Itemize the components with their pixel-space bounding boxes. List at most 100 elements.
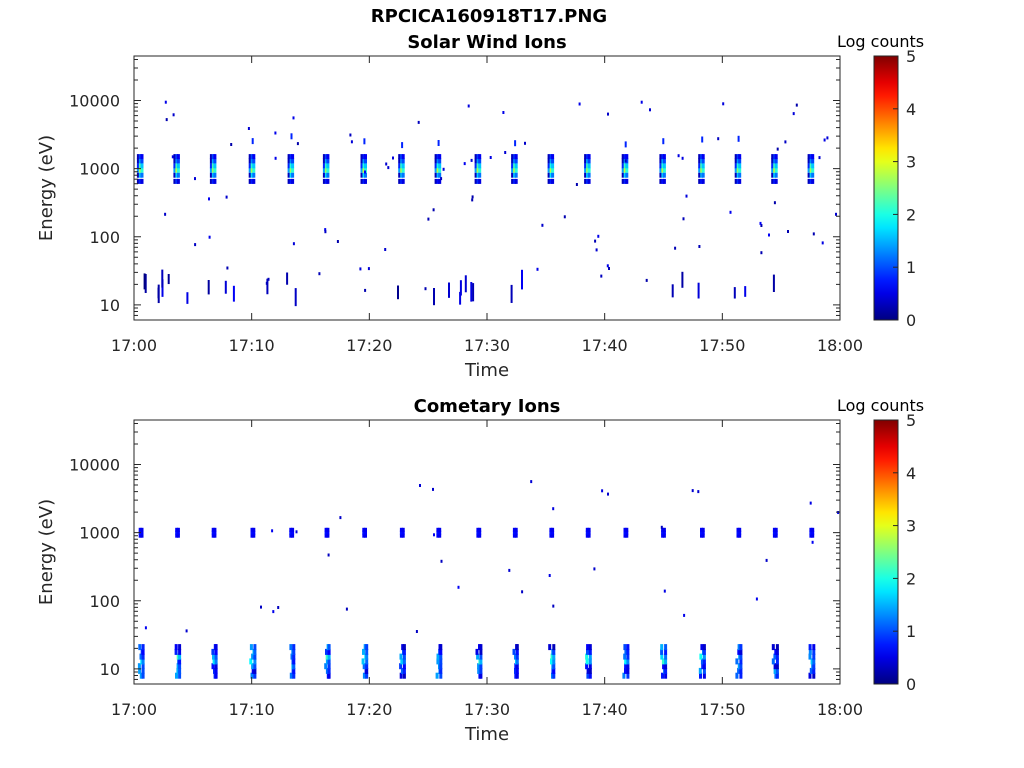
- low-energy-cell: [167, 274, 170, 285]
- cometary-1kev-cell: [549, 533, 553, 538]
- cometary-low-cell: [139, 672, 143, 679]
- cometary-low-cell: [626, 644, 630, 651]
- cometary-low-cell: [400, 667, 404, 674]
- cometary-low-cell: [552, 672, 556, 679]
- solar-wind-peak-cell: [401, 154, 405, 160]
- solar-wind-peak-cell: [807, 154, 810, 160]
- cometary-1kev-cell: [401, 527, 405, 532]
- scatter-cell: [385, 162, 388, 166]
- cometary-low-cell: [138, 667, 142, 674]
- solar-wind-peak-cell: [401, 167, 405, 173]
- cometary-low-cell: [775, 648, 779, 655]
- cometary-1kev-cell: [701, 533, 705, 538]
- solar-wind-peak-cell: [809, 178, 813, 184]
- solar-wind-peak-cell: [512, 163, 516, 169]
- cometary-low-cell: [773, 667, 777, 674]
- scatter-cell: [247, 127, 250, 130]
- cometary-1kev-cell: [324, 530, 328, 535]
- solar-wind-peak-cell: [474, 158, 477, 164]
- solar-wind-peak-cell: [772, 163, 776, 169]
- solar-wind-peak-cell: [774, 178, 778, 184]
- solar-wind-peak-cell: [360, 178, 363, 184]
- cometary-1kev-cell: [661, 527, 665, 532]
- cometary-low-cell: [325, 648, 328, 655]
- cometary-low-cell: [141, 648, 145, 655]
- solar-wind-peak-cell: [662, 178, 666, 184]
- cometary-1kev-cell: [549, 530, 553, 535]
- low-energy-cell: [521, 269, 523, 290]
- cometary-1kev-cell: [438, 527, 442, 532]
- solar-wind-peak-cell: [700, 158, 703, 164]
- colorbar-label-solar-wind: Log counts: [837, 32, 925, 51]
- solar-wind-peak-cell: [289, 178, 293, 184]
- cometary-1kev-cell: [362, 530, 366, 535]
- cometary-low-cell: [362, 663, 366, 670]
- solar-wind-high-cell: [437, 140, 440, 146]
- cometary-low-cell: [439, 658, 443, 665]
- solar-wind-peak-cell: [476, 154, 480, 160]
- solar-wind-peak-cell: [434, 158, 437, 164]
- solar-wind-peak-cell: [774, 172, 778, 178]
- cometary-low-cell: [139, 653, 143, 660]
- solar-wind-peak-cell: [807, 172, 810, 178]
- cometary-low-cell: [439, 648, 443, 655]
- cometary-low-cell: [365, 667, 369, 674]
- cometary-low-cell: [249, 644, 253, 651]
- x-tick-label: 17:50: [699, 700, 745, 719]
- cometary-low-cell: [735, 672, 739, 679]
- cometary-low-cell: [624, 648, 628, 655]
- solar-wind-peak-cell: [809, 172, 813, 178]
- solar-wind-peak-cell: [659, 163, 662, 169]
- scatter-cell: [606, 264, 609, 268]
- solar-wind-peak-cell: [438, 158, 442, 164]
- cometary-low-cell: [662, 663, 666, 670]
- cometary-low-cell: [626, 658, 630, 665]
- scatter-cell: [660, 525, 663, 529]
- cometary-1kev-cell: [811, 533, 815, 538]
- cometary-low-cell: [141, 644, 145, 651]
- cometary-1kev-cell: [476, 527, 480, 532]
- solar-wind-peak-cell: [173, 167, 176, 173]
- solar-wind-peak-cell: [547, 172, 550, 178]
- solar-wind-peak-cell: [136, 163, 139, 169]
- solar-wind-peak-cell: [140, 178, 144, 184]
- solar-wind-high-cell: [251, 138, 254, 145]
- solar-wind-peak-cell: [175, 163, 179, 169]
- cometary-low-cell: [327, 644, 331, 651]
- solar-wind-peak-cell: [138, 163, 142, 169]
- scatter-cell: [541, 223, 544, 227]
- scatter-cell: [463, 162, 466, 166]
- colorbar-tick-label: 3: [906, 153, 916, 172]
- solar-wind-peak-cell: [547, 158, 550, 164]
- cometary-low-cell: [327, 667, 331, 674]
- cometary-low-cell: [664, 667, 668, 674]
- cometary-low-cell: [174, 644, 178, 651]
- cometary-low-cell: [212, 658, 216, 665]
- solar-wind-peak-cell: [584, 178, 587, 184]
- solar-wind-peak-cell: [175, 172, 179, 178]
- scatter-cell: [442, 167, 445, 171]
- scatter-cell: [424, 287, 427, 291]
- solar-wind-peak-cell: [324, 163, 328, 169]
- solar-wind-peak-cell: [476, 167, 480, 173]
- solar-wind-peak-cell: [209, 163, 212, 169]
- colorbar-tick-label: 2: [906, 205, 916, 224]
- solar-wind-peak-cell: [809, 154, 813, 160]
- solar-wind-peak-cell: [585, 167, 589, 173]
- solar-wind-peak-cell: [211, 178, 215, 184]
- solar-wind-peak-cell: [401, 163, 405, 169]
- cometary-low-cell: [361, 658, 365, 665]
- low-energy-cell: [161, 269, 164, 288]
- solar-wind-peak-cell: [176, 167, 180, 173]
- solar-wind-peak-cell: [661, 158, 665, 164]
- solar-wind-peak-cell: [623, 178, 627, 184]
- cometary-low-cell: [174, 648, 178, 655]
- cometary-low-cell: [586, 648, 589, 655]
- colorbar-tick-label: 3: [906, 517, 916, 536]
- solar-wind-peak-cell: [625, 178, 629, 184]
- cometary-low-cell: [327, 648, 331, 655]
- scatter-cell: [563, 215, 566, 219]
- scatter-cell: [681, 156, 684, 160]
- cometary-low-cell: [251, 663, 255, 670]
- x-tick-label: 17:30: [464, 336, 510, 355]
